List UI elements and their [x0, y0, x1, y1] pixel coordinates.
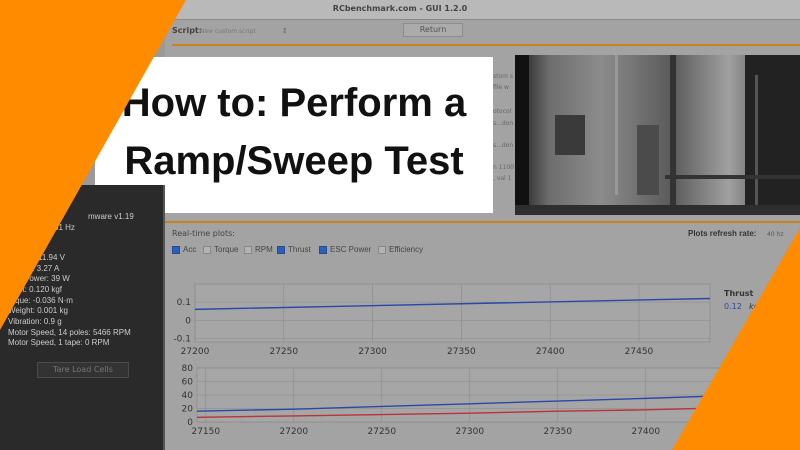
checkbox-icon[interactable]: [319, 245, 327, 254]
y-tick-label: 0.1: [177, 298, 191, 308]
y-tick-label: 0: [187, 418, 193, 428]
x-tick-label: 27200: [279, 427, 308, 437]
divider: [165, 221, 800, 223]
right-orange-triangle: [672, 228, 800, 450]
window-title: RCbenchmark.com - GUI 1.2.0: [332, 4, 468, 13]
y-tick-label: 40: [182, 391, 194, 401]
checkbox-label: Efficiency: [389, 245, 424, 254]
log-text: s...don: [493, 120, 514, 127]
checkbox-rpm[interactable]: RPM: [244, 245, 273, 254]
checkbox-thrust[interactable]: Thrust: [277, 245, 311, 254]
plots-title: Real-time plots:: [172, 229, 235, 238]
checkbox-label: Acc: [183, 245, 197, 254]
sensor-reading: Motor Speed, 1 tape: 0 RPM: [8, 338, 110, 347]
log-text: n 1100: [493, 164, 514, 171]
checkbox-label: Torque: [214, 245, 239, 254]
refresh-rate-label: Plots refresh rate:: [688, 229, 757, 238]
x-tick-label: 27200: [181, 347, 210, 357]
plot-frame: [194, 283, 711, 343]
checkbox-icon[interactable]: [203, 245, 211, 254]
series-line: [194, 297, 711, 311]
sensor-reading: 11.94 V: [38, 253, 65, 262]
x-tick-label: 27450: [625, 347, 654, 357]
checkbox-label: Thrust: [288, 245, 311, 254]
tare-load-cells-button[interactable]: Tare Load Cells: [37, 362, 129, 378]
sensor-reading: Motor Speed, 14 poles: 5466 RPM: [8, 328, 131, 337]
y-tick-label: 20: [182, 405, 194, 415]
test-stand-image: [515, 55, 800, 215]
x-tick-label: 27400: [536, 347, 565, 357]
title-line-1: How to: Perform a: [121, 81, 467, 125]
sensor-reading: mware v1.19: [88, 212, 134, 221]
y-tick-label: 0: [185, 316, 191, 326]
sensor-reading: Vibration: 0.9 g: [8, 317, 62, 326]
x-tick-label: 27300: [358, 347, 387, 357]
sensor-reading: Power: 39 W: [24, 274, 70, 283]
title-line-2: Ramp/Sweep Test: [124, 139, 464, 183]
checkbox-icon[interactable]: [378, 245, 386, 254]
log-text: stom s: [493, 73, 514, 80]
log-text: otocol: [493, 108, 512, 115]
return-button[interactable]: Return: [403, 23, 463, 37]
log-text: , val 1: [493, 175, 512, 182]
sensor-reading: ust: 0.120 kgf: [14, 285, 63, 294]
sensor-reading: t: 3.27 A: [30, 264, 60, 273]
select-arrow-icon[interactable]: ↕: [282, 27, 288, 35]
x-tick-label: 27300: [455, 427, 484, 437]
checkbox-label: RPM: [255, 245, 273, 254]
checkbox-icon[interactable]: [277, 245, 285, 254]
checkbox-acc[interactable]: Acc: [172, 245, 196, 254]
log-text: file w: [493, 84, 509, 91]
checkbox-efficiency[interactable]: Efficiency: [378, 245, 423, 254]
refresh-rate-select[interactable]: 40 hz: [767, 231, 784, 238]
checkbox-label: ESC Power: [330, 245, 372, 254]
camera-photo: [515, 55, 800, 215]
y-tick-label: -0.1: [173, 334, 191, 344]
checkbox-torque[interactable]: Torque: [203, 245, 238, 254]
script-label: Script:: [172, 26, 202, 35]
series-line: [196, 394, 726, 412]
thrust-legend: Thrust: [724, 289, 754, 298]
x-tick-label: 27250: [269, 347, 298, 357]
x-tick-label: 27400: [631, 427, 660, 437]
sensor-reading: orque: -0.036 N·m: [8, 296, 73, 305]
divider: [172, 44, 800, 46]
series-line: [196, 407, 726, 418]
window-titlebar: RCbenchmark.com - GUI 1.2.0: [0, 0, 800, 20]
thrust-value: 0.12: [724, 302, 742, 311]
script-select[interactable]: New custom script: [200, 28, 256, 35]
sensor-reading: 31 Hz: [54, 223, 75, 232]
y-tick-label: 80: [182, 364, 194, 374]
x-tick-label: 27350: [543, 427, 572, 437]
x-tick-label: 27350: [447, 347, 476, 357]
plots-area: 27200 27250 27300 27350 27400 27450 0.1 0 -0.1 27…: [173, 283, 726, 437]
sensor-reading: Weight: 0.001 kg: [8, 306, 68, 315]
checkbox-icon[interactable]: [172, 245, 180, 254]
y-tick-label: 60: [182, 378, 194, 388]
log-text: s...don: [493, 142, 514, 149]
x-tick-label: 27250: [367, 427, 396, 437]
x-tick-label: 27150: [191, 427, 220, 437]
checkbox-icon[interactable]: [244, 245, 252, 254]
left-orange-triangle: [0, 0, 186, 330]
checkbox-esc-power[interactable]: ESC Power: [319, 245, 371, 254]
